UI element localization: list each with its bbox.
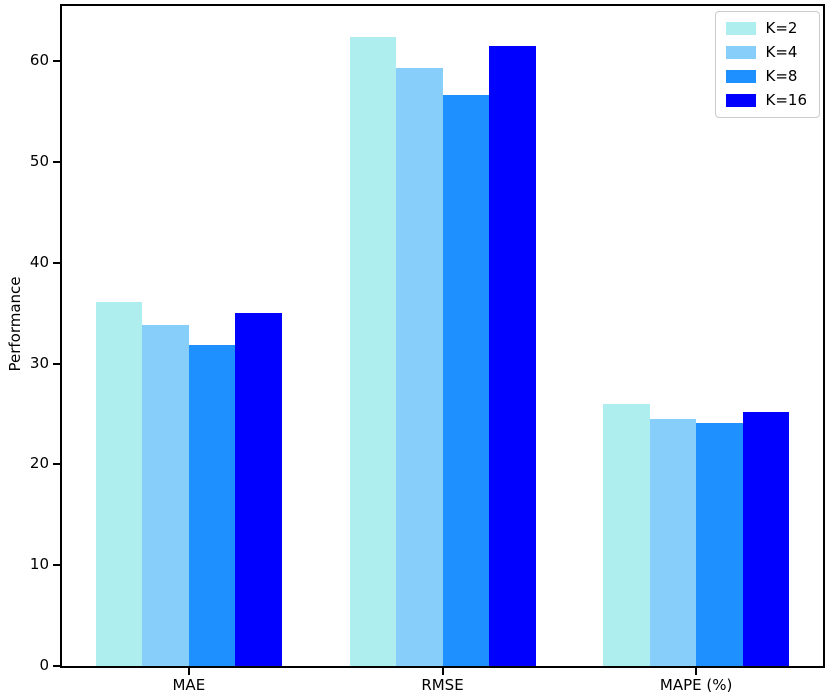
bar-K16-0 [235,313,282,666]
bar-K8-2 [696,423,743,666]
x-tick-label: MAPE (%) [659,676,733,694]
legend-swatch-icon [725,22,756,35]
legend-swatch-icon [725,70,756,83]
legend-label: K=4 [765,43,798,61]
y-axis-label: Performance [6,276,24,372]
bar-K4-1 [396,68,443,666]
bar-K2-2 [603,404,650,666]
bar-K8-0 [188,344,236,666]
y-tick-label: 50 [29,152,49,171]
x-tick-mark [441,666,444,675]
y-tick-mark [53,665,60,667]
legend-item-K2: K=2 [725,19,808,37]
legend-item-K8: K=8 [725,67,808,85]
legend-swatch-icon [725,94,756,107]
x-tick-label: MAE [172,676,206,694]
y-tick-mark [53,261,60,264]
bar-K4-0 [142,325,189,666]
bar-K2-0 [95,302,143,666]
plot-area: K=2 K=4 K=8 K=16 0 10 20 30 40 50 60 MAE RMSE MAPE (… [30,4,825,694]
legend-label: K=16 [765,91,808,109]
legend-item-K16: K=16 [725,91,808,109]
x-tick-mark [695,666,698,675]
legend-label: K=2 [765,19,798,37]
legend-swatch-icon [725,46,756,59]
y-tick-mark [53,60,60,63]
legend-item-K4: K=4 [725,43,808,61]
y-tick-mark [53,463,60,466]
y-tick-label: 60 [29,51,49,70]
bar-K8-1 [442,94,489,666]
y-tick-label: 40 [29,252,49,271]
x-tick-mark [187,666,190,675]
y-tick-label: 30 [29,353,49,372]
legend-label: K=8 [765,67,798,85]
y-tick-mark [53,362,60,365]
legend: K=2 K=4 K=8 K=16 [714,11,820,118]
x-tick-label: RMSE [421,676,464,694]
bar-K4-2 [649,419,697,666]
y-tick-mark [53,564,60,567]
bar-K16-2 [742,412,790,666]
y-tick-label: 20 [29,454,49,473]
bar-K2-1 [349,37,396,666]
y-tick-label: 0 [39,656,49,674]
y-tick-mark [53,161,60,164]
bar-K16-1 [489,46,536,666]
y-tick-label: 10 [29,555,49,574]
